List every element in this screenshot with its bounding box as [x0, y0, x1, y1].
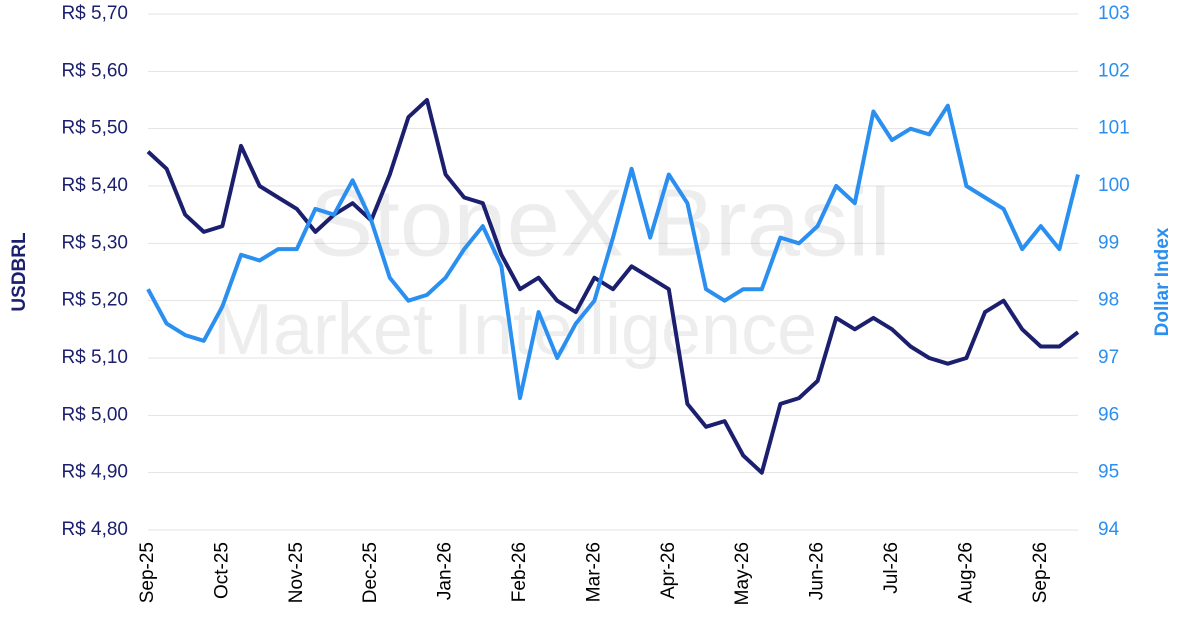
y2-axis-label: Dollar Index [1152, 227, 1173, 336]
x-tick-label: Oct-25 [211, 542, 232, 599]
x-tick-label: Aug-26 [955, 542, 976, 603]
x-tick-label: Apr-26 [658, 542, 679, 599]
x-tick-label: Sep-25 [137, 542, 158, 603]
y-tick-label: R$ 5,60 [61, 60, 128, 81]
x-tick-label: May-26 [732, 542, 753, 605]
y-axis-label: USDBRL [9, 232, 30, 312]
line-series [146, 98, 1080, 475]
y2-tick-label: 100 [1098, 175, 1130, 196]
y-tick-label: R$ 5,70 [61, 3, 128, 24]
y2-tick-label: 96 [1098, 404, 1119, 425]
y2-tick-label: 95 [1098, 462, 1119, 483]
y2-tick-label: 99 [1098, 232, 1119, 253]
x-tick-label: Feb-26 [509, 542, 530, 602]
y2-tick-label: 98 [1098, 290, 1119, 311]
y-tick-label: R$ 5,20 [61, 290, 128, 311]
y-tick-label: R$ 4,90 [61, 462, 128, 483]
x-tick-label: Mar-26 [583, 542, 604, 602]
y-tick-label: R$ 5,00 [61, 404, 128, 425]
x-tick-label: Jan-26 [435, 542, 456, 600]
x-tick-label: Jun-26 [807, 542, 828, 600]
y-tick-label: R$ 4,80 [61, 519, 128, 540]
y2-tick-label: 103 [1098, 3, 1130, 24]
x-tick-label: Jul-26 [881, 542, 902, 594]
x-tick-label: Sep-26 [1030, 542, 1051, 603]
y2-tick-label: 94 [1098, 519, 1120, 540]
y-tick-label: R$ 5,30 [61, 232, 128, 253]
watermark: StoneX Brasil [309, 169, 891, 276]
y2-tick-label: 101 [1098, 118, 1130, 139]
y-tick-label: R$ 5,40 [61, 175, 128, 196]
y-tick-label: R$ 5,10 [61, 347, 128, 368]
y2-tick-label: 102 [1098, 60, 1130, 81]
x-tick-label: Dec-25 [360, 542, 381, 603]
y2-tick-label: 97 [1098, 347, 1119, 368]
x-tick-label: Nov-25 [286, 542, 307, 603]
line-series [146, 103, 1080, 401]
y-tick-label: R$ 5,50 [61, 118, 128, 139]
